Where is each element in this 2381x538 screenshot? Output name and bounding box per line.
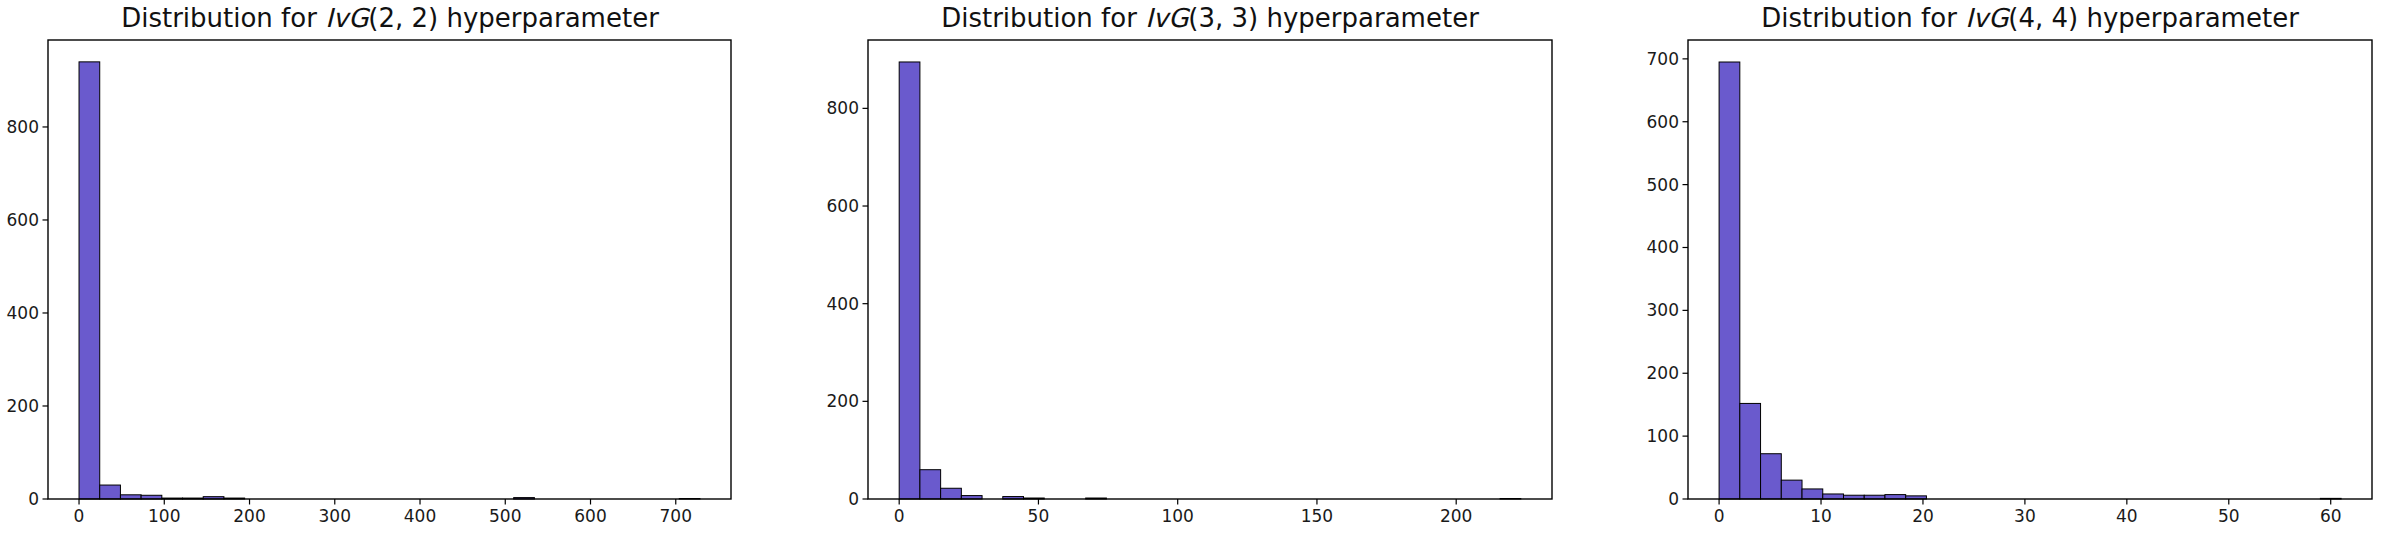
- title-text: hyperparameter: [2078, 3, 2299, 33]
- plots-canvas: 0100200300400500600700020040060080005010…: [0, 0, 2381, 538]
- y-tick-label: 0: [1668, 489, 1679, 509]
- histogram-bar: [941, 488, 962, 499]
- x-tick-label: 0: [1714, 506, 1725, 526]
- y-axis: 0 200 400 600 800: [7, 117, 48, 509]
- histogram-bar: [79, 62, 100, 499]
- histogram-panel-3: 01020304050600100200300400500600700: [1647, 40, 2372, 526]
- y-tick-label: 600: [1647, 112, 1679, 132]
- chart-title-2: Distribution for IvG(3, 3) hyperparamete…: [810, 2, 1610, 34]
- x-tick-label: 400: [404, 506, 436, 526]
- y-tick-label: 600: [827, 196, 859, 216]
- title-text: hyperparameter: [1258, 3, 1479, 33]
- y-tick-label: 100: [1647, 426, 1679, 446]
- title-text: Distribution for: [1761, 3, 1965, 33]
- y-tick-label: 800: [7, 117, 39, 137]
- y-tick-label: 600: [7, 210, 39, 230]
- histogram-bar: [100, 485, 121, 499]
- y-tick-label: 0: [848, 489, 859, 509]
- title-math-upright: (2, 2): [368, 3, 438, 33]
- y-tick-label: 800: [827, 98, 859, 118]
- x-axis: 0 10 20 30 40 50 60: [1714, 499, 2342, 526]
- histogram-bar: [1719, 62, 1740, 499]
- x-tick-label: 100: [1161, 506, 1193, 526]
- title-math-upright: (4, 4): [2008, 3, 2078, 33]
- x-tick-label: 60: [2320, 506, 2342, 526]
- x-axis: 0 100 200 300 400 500 600 700: [74, 499, 692, 526]
- y-tick-label: 700: [1647, 49, 1679, 69]
- histogram-bar: [1802, 489, 1823, 499]
- y-tick-label: 300: [1647, 300, 1679, 320]
- chart-title-3: Distribution for IvG(4, 4) hyperparamete…: [1630, 2, 2381, 34]
- y-tick-label: 0: [28, 489, 39, 509]
- title-math-italic: IvG: [325, 3, 368, 33]
- histogram-bar: [1781, 480, 1802, 499]
- x-tick-label: 40: [2116, 506, 2138, 526]
- y-tick-label: 400: [827, 294, 859, 314]
- figure: 0100200300400500600700020040060080005010…: [0, 0, 2381, 538]
- x-tick-label: 100: [148, 506, 180, 526]
- x-axis: 0 50 100 150 200: [894, 499, 1473, 526]
- title-text: hyperparameter: [438, 3, 659, 33]
- histogram-bar: [1740, 403, 1761, 499]
- y-axis: 0 100 200 300 400 500 600 700: [1647, 49, 1688, 509]
- x-tick-label: 200: [1440, 506, 1472, 526]
- x-tick-label: 500: [489, 506, 521, 526]
- x-tick-label: 200: [233, 506, 265, 526]
- histogram-bar: [1761, 454, 1782, 499]
- x-tick-label: 20: [1912, 506, 1934, 526]
- x-tick-label: 30: [2014, 506, 2036, 526]
- x-tick-label: 0: [74, 506, 85, 526]
- histogram-panel-2: 0 50 100 150 200 0 200 400 600 800: [827, 40, 1552, 526]
- title-math-upright: (3, 3): [1188, 3, 1258, 33]
- histogram-panel-1: 0 100 200 300 400 500 600 700 0 200 400 600 800: [7, 40, 731, 526]
- plot-area: [1688, 40, 2372, 499]
- y-tick-label: 200: [7, 396, 39, 416]
- y-tick-label: 500: [1647, 175, 1679, 195]
- histogram-bar: [1823, 494, 1844, 499]
- y-tick-label: 200: [1647, 363, 1679, 383]
- title-math-italic: IvG: [1145, 3, 1188, 33]
- plot-area: [48, 40, 731, 499]
- plot-area: [868, 40, 1552, 499]
- title-text: Distribution for: [121, 3, 325, 33]
- y-tick-label: 400: [7, 303, 39, 323]
- x-tick-label: 300: [319, 506, 351, 526]
- x-tick-label: 700: [660, 506, 692, 526]
- y-axis: 0 200 400 600 800: [827, 98, 868, 509]
- title-math-italic: IvG: [1965, 3, 2008, 33]
- x-tick-label: 0: [894, 506, 905, 526]
- x-tick-label: 10: [1810, 506, 1832, 526]
- x-tick-label: 50: [1028, 506, 1050, 526]
- x-tick-label: 50: [2218, 506, 2240, 526]
- y-tick-label: 400: [1647, 237, 1679, 257]
- chart-title-1: Distribution for IvG(2, 2) hyperparamete…: [0, 2, 790, 34]
- title-text: Distribution for: [941, 3, 1145, 33]
- x-tick-label: 150: [1301, 506, 1333, 526]
- y-tick-label: 200: [827, 391, 859, 411]
- histogram-bar: [920, 470, 941, 499]
- histogram-bar: [899, 62, 920, 499]
- x-tick-label: 600: [574, 506, 606, 526]
